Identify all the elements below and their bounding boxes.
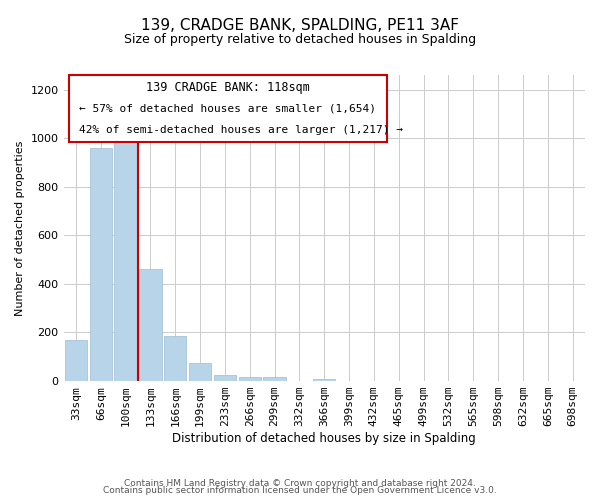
FancyBboxPatch shape [69, 75, 387, 142]
X-axis label: Distribution of detached houses by size in Spalding: Distribution of detached houses by size … [172, 432, 476, 445]
Text: 139 CRADGE BANK: 118sqm: 139 CRADGE BANK: 118sqm [146, 80, 310, 94]
Bar [65, 340, 87, 381]
Text: Size of property relative to detached houses in Spalding: Size of property relative to detached ho… [124, 32, 476, 46]
Bar [313, 378, 335, 381]
Bar [189, 363, 211, 381]
Text: 139, CRADGE BANK, SPALDING, PE11 3AF: 139, CRADGE BANK, SPALDING, PE11 3AF [141, 18, 459, 32]
Text: ← 57% of detached houses are smaller (1,654): ← 57% of detached houses are smaller (1,… [79, 104, 376, 114]
Text: Contains public sector information licensed under the Open Government Licence v3: Contains public sector information licen… [103, 486, 497, 495]
Bar [263, 378, 286, 381]
Bar [239, 378, 261, 381]
Bar [89, 148, 112, 381]
Bar [115, 138, 137, 381]
Bar [139, 270, 161, 381]
Text: Contains HM Land Registry data © Crown copyright and database right 2024.: Contains HM Land Registry data © Crown c… [124, 478, 476, 488]
Text: 42% of semi-detached houses are larger (1,217) →: 42% of semi-detached houses are larger (… [79, 125, 403, 135]
Bar [214, 375, 236, 381]
Bar [164, 336, 187, 381]
Y-axis label: Number of detached properties: Number of detached properties [15, 140, 25, 316]
